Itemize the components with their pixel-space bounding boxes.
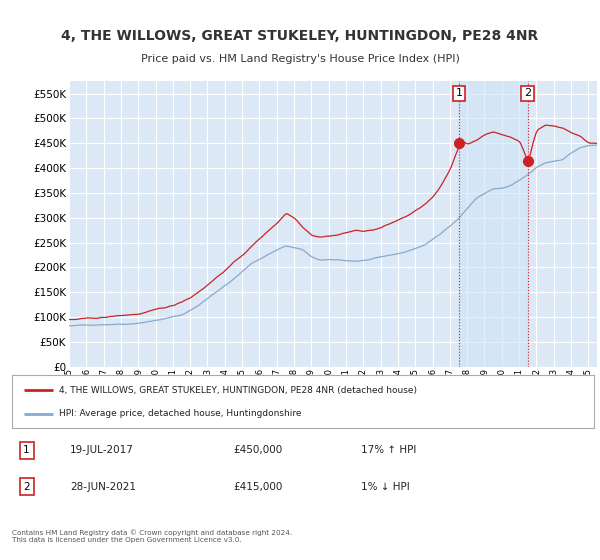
Text: 4, THE WILLOWS, GREAT STUKELEY, HUNTINGDON, PE28 4NR (detached house): 4, THE WILLOWS, GREAT STUKELEY, HUNTINGD… xyxy=(59,386,416,395)
Text: HPI: Average price, detached house, Huntingdonshire: HPI: Average price, detached house, Hunt… xyxy=(59,409,301,418)
Text: 1: 1 xyxy=(456,88,463,99)
Text: 1: 1 xyxy=(23,445,30,455)
Text: 1% ↓ HPI: 1% ↓ HPI xyxy=(361,482,410,492)
Bar xyxy=(459,81,527,367)
Text: 2: 2 xyxy=(23,482,30,492)
Text: Price paid vs. HM Land Registry's House Price Index (HPI): Price paid vs. HM Land Registry's House … xyxy=(140,54,460,64)
Text: £415,000: £415,000 xyxy=(233,482,283,492)
Text: 4, THE WILLOWS, GREAT STUKELEY, HUNTINGDON, PE28 4NR: 4, THE WILLOWS, GREAT STUKELEY, HUNTINGD… xyxy=(61,29,539,44)
Text: Contains HM Land Registry data © Crown copyright and database right 2024.
This d: Contains HM Land Registry data © Crown c… xyxy=(12,529,292,543)
Text: 28-JUN-2021: 28-JUN-2021 xyxy=(70,482,136,492)
Text: 17% ↑ HPI: 17% ↑ HPI xyxy=(361,445,416,455)
Text: 2: 2 xyxy=(524,88,531,99)
Text: 19-JUL-2017: 19-JUL-2017 xyxy=(70,445,134,455)
Text: £450,000: £450,000 xyxy=(233,445,283,455)
